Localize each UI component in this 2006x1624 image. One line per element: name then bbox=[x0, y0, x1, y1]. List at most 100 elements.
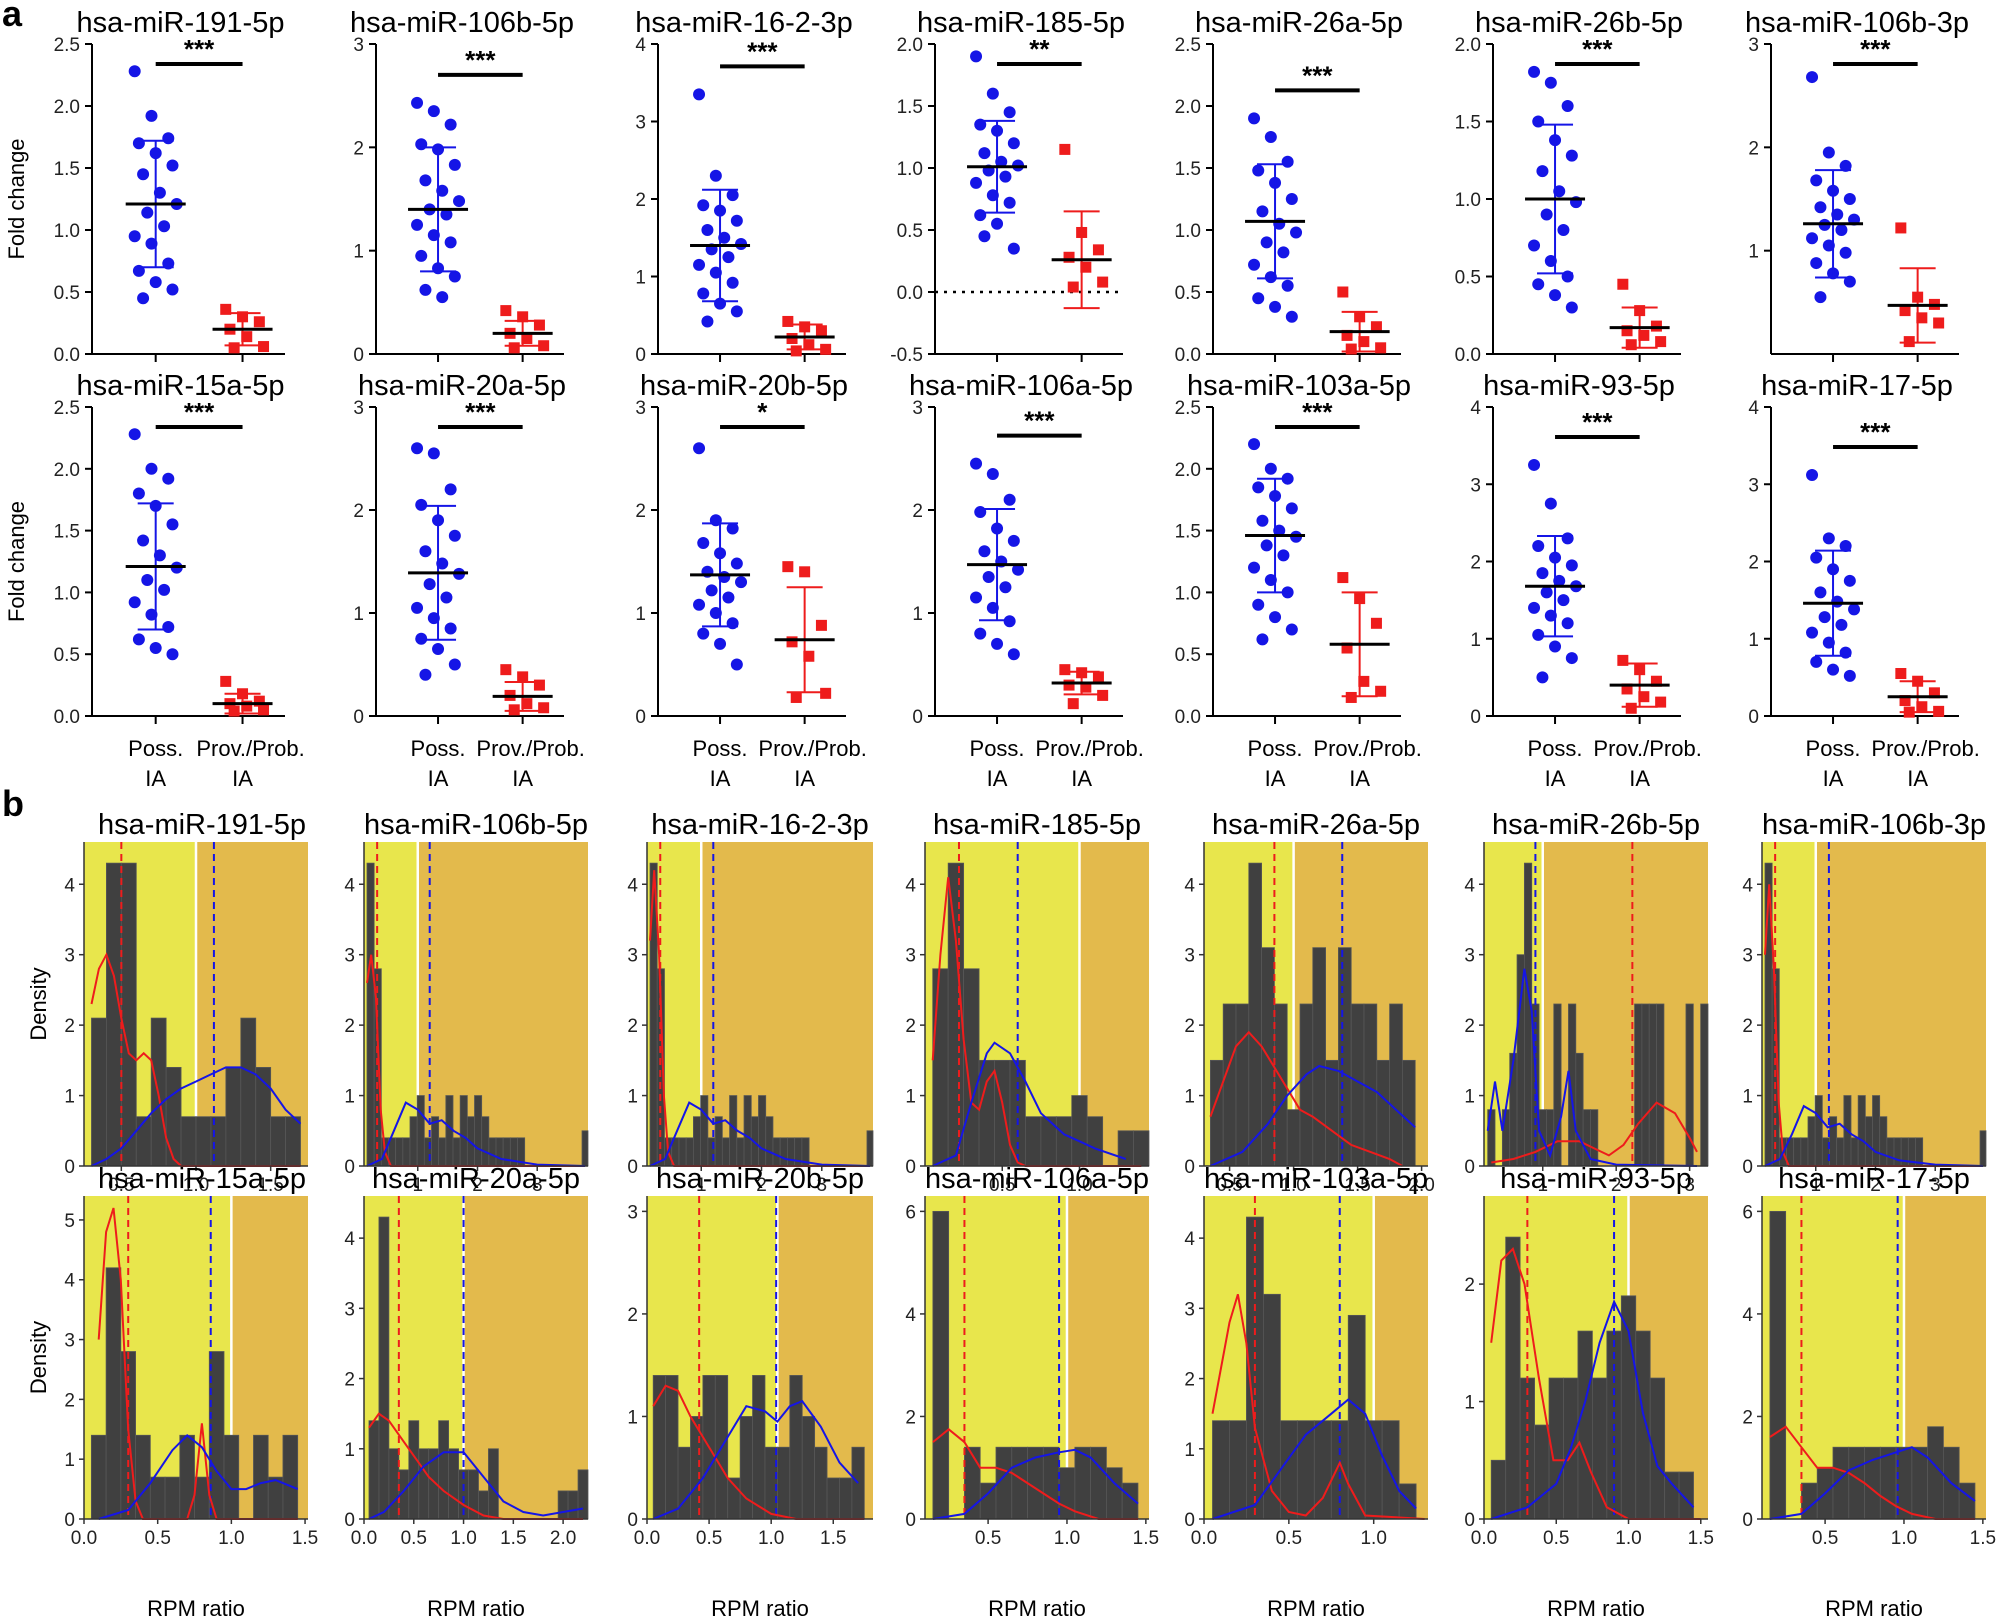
histogram-bar bbox=[1577, 1330, 1593, 1520]
y-tick-label: 6 bbox=[1742, 1202, 1753, 1223]
data-point bbox=[145, 237, 158, 250]
provprob-density-curve bbox=[1491, 1101, 1698, 1164]
y-tick-label: 2 bbox=[1184, 1016, 1195, 1037]
x-tick-label: 0.5 bbox=[1276, 1528, 1302, 1549]
scatter-title: hsa-miR-106b-3p bbox=[1745, 7, 1969, 39]
data-point bbox=[153, 186, 166, 199]
y-tick-label: 0 bbox=[905, 1510, 916, 1531]
histogram-bar bbox=[408, 1420, 420, 1520]
fold-change-axis-label: Fold change bbox=[4, 138, 29, 259]
y-tick-label: 4 bbox=[1464, 875, 1475, 896]
x-tick-label: 0.5 bbox=[696, 1528, 722, 1549]
data-point bbox=[1097, 689, 1109, 701]
data-point bbox=[448, 270, 461, 283]
data-point bbox=[419, 545, 432, 558]
y-tick-label: 1 bbox=[1748, 630, 1759, 651]
x-tick-label: 0.5 bbox=[108, 1175, 134, 1196]
data-point bbox=[132, 633, 145, 646]
data-point bbox=[1007, 242, 1020, 255]
data-point bbox=[709, 169, 722, 182]
data-point bbox=[1092, 244, 1104, 256]
data-point bbox=[1822, 636, 1835, 649]
y-tick-label: 2.0 bbox=[897, 35, 923, 56]
possible-ia-group bbox=[1803, 468, 1864, 682]
density-histogram-13: 0 1 2 0.0 0.5 1.0 1.5 hsa-miR-93-5p RPM ratio bbox=[1464, 1163, 1714, 1621]
y-tick-label: 2 bbox=[353, 138, 364, 159]
possible-density-curve bbox=[652, 1399, 859, 1520]
data-point bbox=[1277, 246, 1290, 259]
histogram-bar bbox=[438, 1420, 450, 1520]
data-point bbox=[166, 283, 179, 296]
data-point bbox=[1638, 329, 1650, 341]
data-point bbox=[1565, 559, 1578, 572]
provprob-density-curve bbox=[931, 877, 1142, 1167]
data-point bbox=[974, 209, 987, 222]
histogram-bar bbox=[285, 1116, 301, 1167]
y-tick-label: 1.0 bbox=[1455, 190, 1481, 211]
data-point bbox=[1281, 279, 1294, 292]
data-point bbox=[1928, 687, 1940, 699]
provprob-ia-group bbox=[1887, 668, 1948, 718]
provprob-ia-group bbox=[774, 561, 835, 703]
histogram-bar bbox=[495, 1137, 504, 1167]
data-point bbox=[1806, 468, 1819, 481]
x-tick-label: 0.0 bbox=[1471, 1528, 1497, 1549]
histogram-title: hsa-miR-26b-5p bbox=[1492, 809, 1700, 841]
group-label-possible: IA bbox=[1265, 766, 1286, 791]
histogram-bar bbox=[1886, 1137, 1895, 1167]
group-label-possible: Poss. bbox=[1528, 736, 1583, 761]
scatter-title: hsa-miR-93-5p bbox=[1483, 370, 1675, 402]
data-point bbox=[730, 658, 743, 671]
scatter-title: hsa-miR-20a-5p bbox=[358, 370, 566, 402]
data-point bbox=[419, 283, 432, 296]
data-point bbox=[444, 622, 457, 635]
y-tick-label: 0.5 bbox=[1175, 283, 1201, 304]
data-point bbox=[1916, 312, 1928, 324]
possible-ia-group bbox=[1245, 112, 1306, 323]
data-point bbox=[1097, 276, 1109, 288]
data-point bbox=[1544, 497, 1557, 510]
data-point bbox=[1264, 462, 1277, 475]
y-tick-label: 2 bbox=[353, 501, 364, 522]
histogram-bar bbox=[1848, 1446, 1865, 1520]
histogram-bar bbox=[1071, 1095, 1088, 1167]
y-tick-label: 1.0 bbox=[54, 221, 80, 242]
data-point bbox=[978, 545, 991, 558]
data-point bbox=[730, 305, 743, 318]
group-label-provprob: Prov./Prob. bbox=[196, 736, 304, 761]
histogram-bar bbox=[488, 1137, 497, 1167]
data-point bbox=[1256, 633, 1269, 646]
data-point bbox=[427, 612, 440, 625]
data-point bbox=[786, 333, 798, 344]
data-point bbox=[1617, 278, 1629, 290]
data-point bbox=[970, 50, 983, 63]
data-point bbox=[415, 498, 428, 511]
significance-stars: *** bbox=[465, 45, 496, 75]
data-point bbox=[1835, 618, 1848, 631]
background-above-threshold bbox=[1079, 842, 1149, 1166]
significance-stars: *** bbox=[1582, 407, 1613, 437]
y-tick-label: 4 bbox=[344, 875, 355, 896]
y-tick-label: 4 bbox=[344, 1229, 355, 1250]
data-point bbox=[411, 601, 424, 614]
histogram-bar bbox=[779, 1137, 788, 1167]
y-tick-label: 1 bbox=[353, 242, 364, 263]
data-point bbox=[141, 206, 154, 219]
density-histogram-5: 0 1 2 3 4 0.5 1.0 1.5 2.0 hsa-miR-26a-5p bbox=[1184, 809, 1434, 1196]
provprob-ia-group bbox=[492, 664, 553, 716]
histogram-bar bbox=[1074, 1446, 1092, 1520]
data-point bbox=[145, 608, 158, 621]
data-point bbox=[1625, 702, 1637, 714]
data-point bbox=[427, 229, 440, 242]
x-tick-label: 0.0 bbox=[634, 1528, 660, 1549]
y-tick-label: 2 bbox=[905, 1016, 916, 1037]
y-tick-label: 2 bbox=[344, 1016, 355, 1037]
scatter-plot-5: hsa-miR-26a-5p *** 0.0 0.5 1.0 1.5 2.0 2.5 bbox=[1175, 7, 1403, 366]
histogram-title: hsa-miR-20a-5p bbox=[372, 1163, 580, 1195]
data-point bbox=[1822, 532, 1835, 545]
scatter-plot-3: hsa-miR-16-2-3p*** 0 1 2 3 4 bbox=[635, 7, 853, 366]
significance-stars: *** bbox=[184, 34, 215, 64]
histogram-bar bbox=[282, 1434, 299, 1520]
histogram-bar bbox=[452, 1137, 461, 1167]
